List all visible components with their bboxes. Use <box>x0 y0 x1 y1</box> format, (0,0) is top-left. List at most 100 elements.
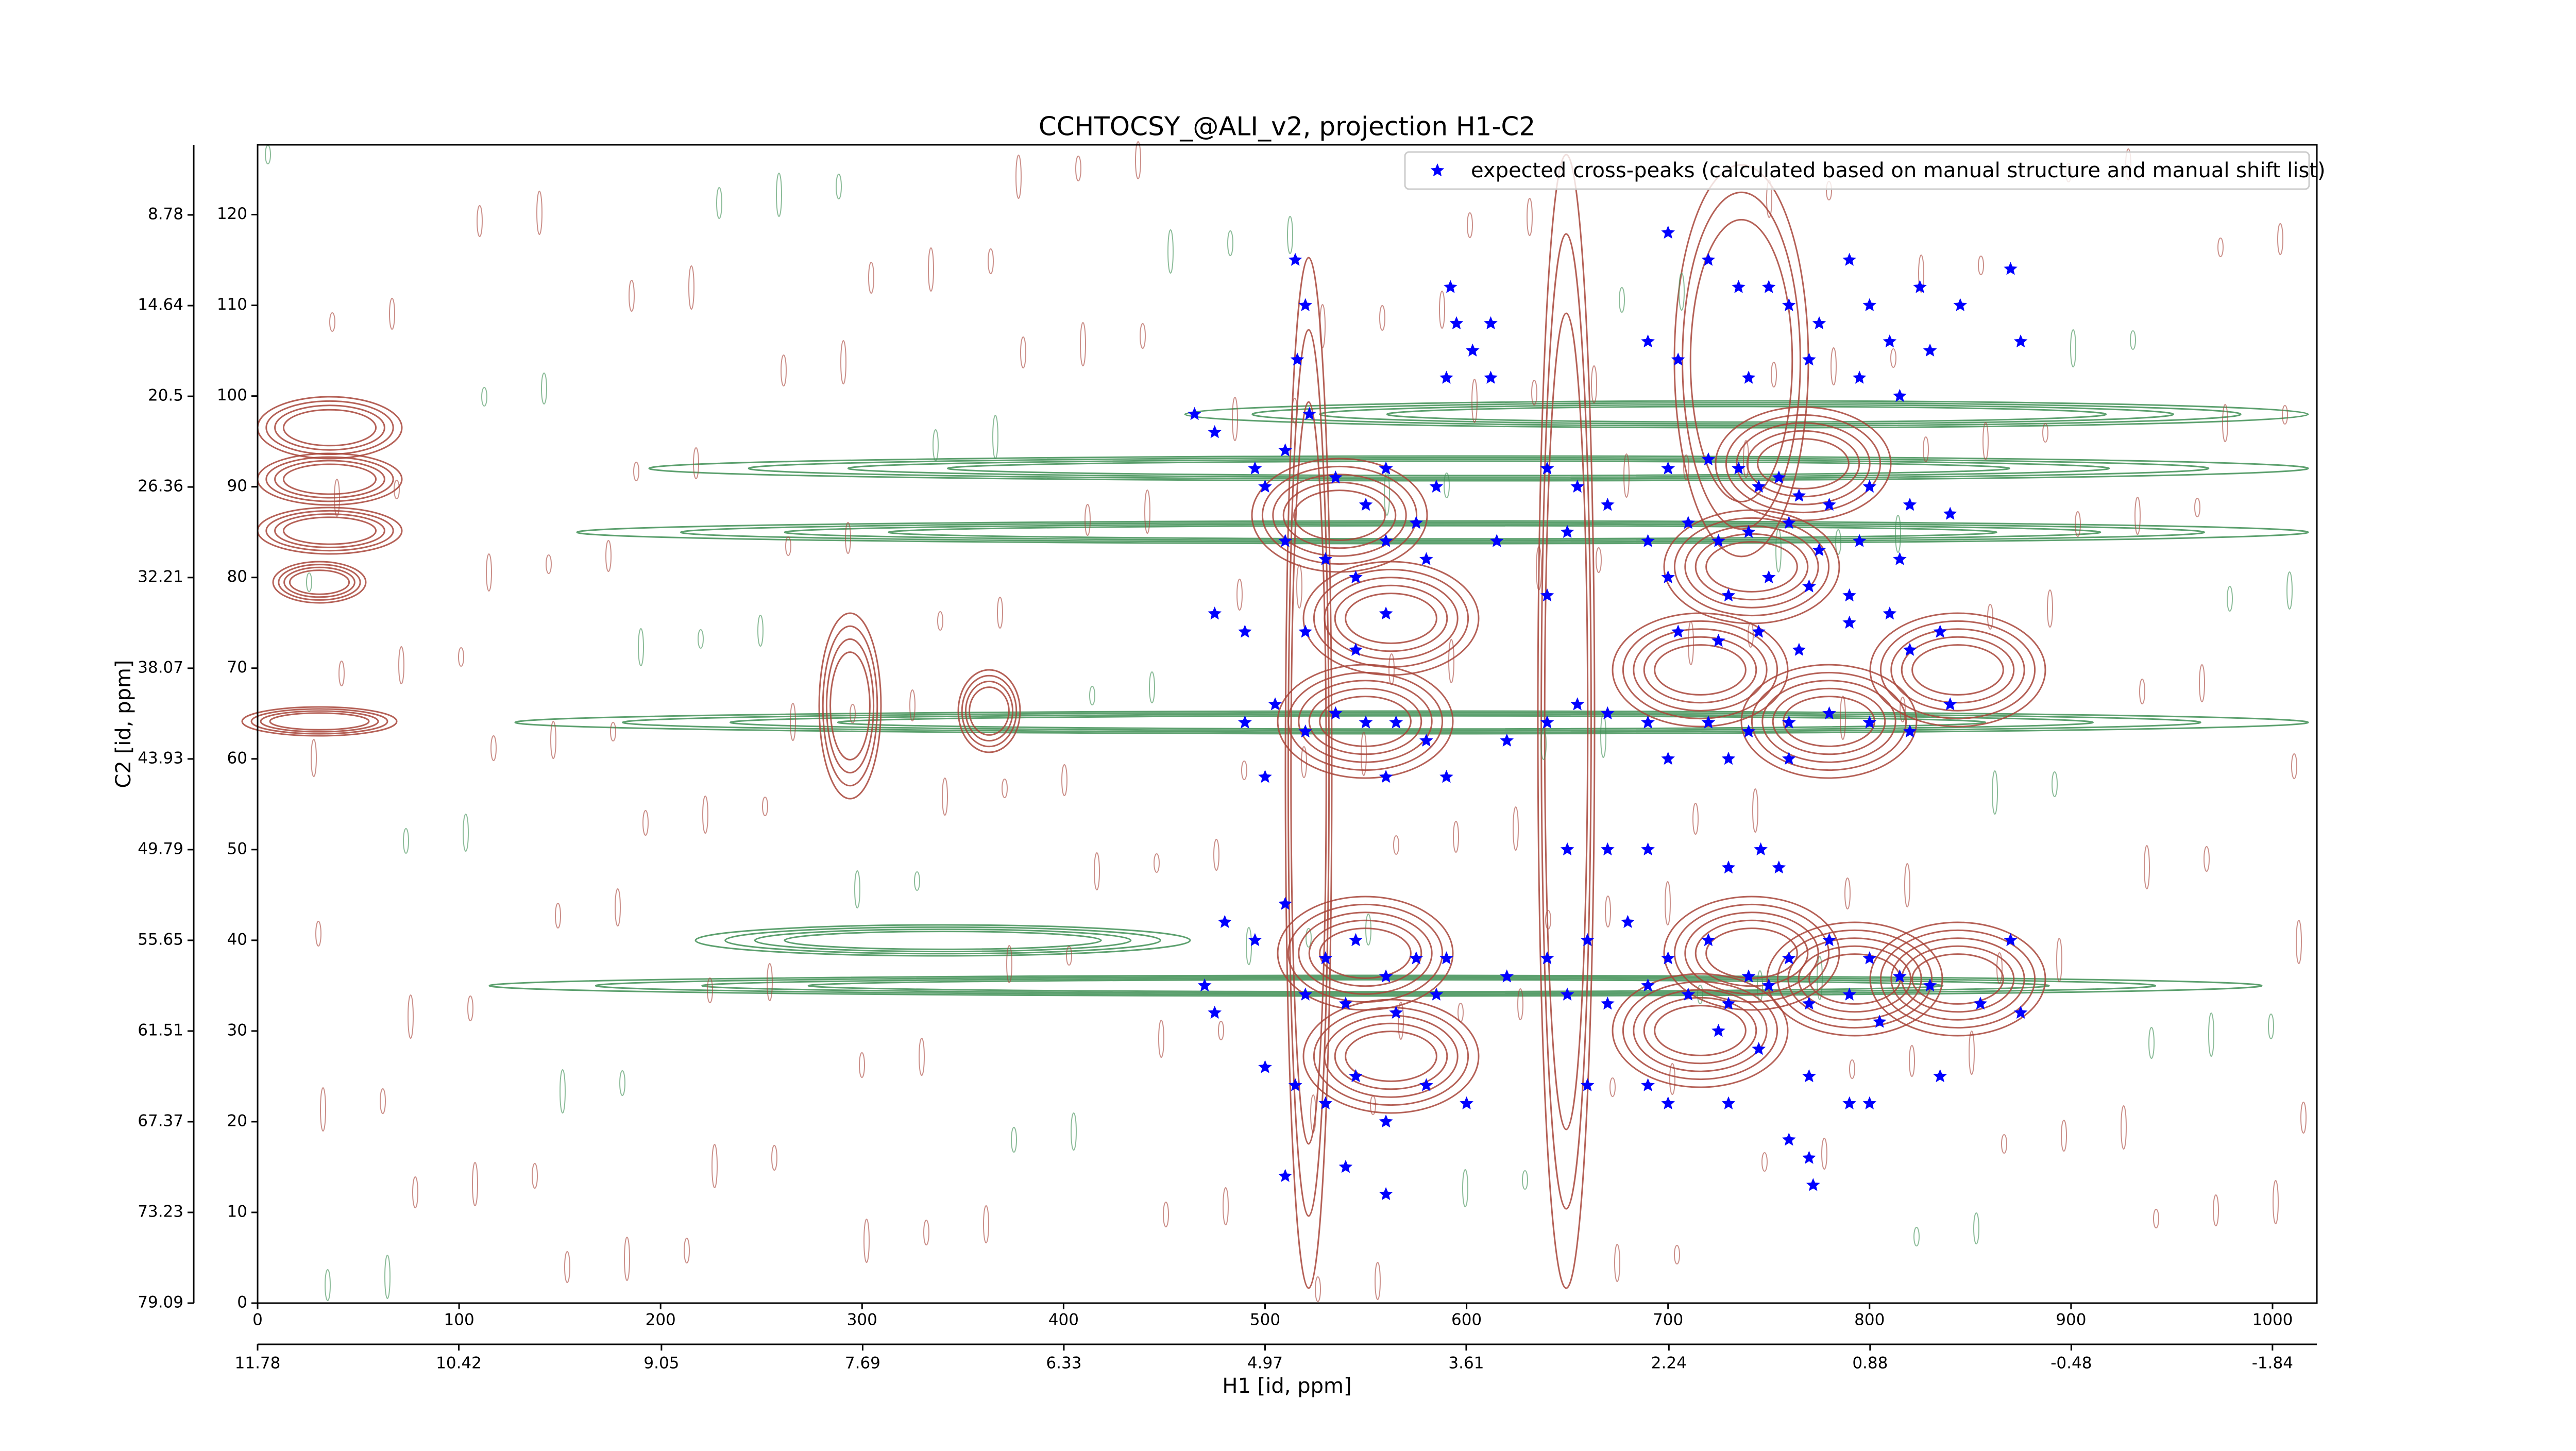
contour-speck <box>840 340 846 384</box>
contour-speck <box>486 553 492 592</box>
y-axis-label: C2 [id, ppm] <box>112 660 135 788</box>
y2-tick-label: 14.64 <box>138 296 183 314</box>
contour-speck <box>1844 878 1851 909</box>
contour-speck <box>919 1038 925 1076</box>
contour-red <box>1277 664 1454 779</box>
contour-speck <box>1591 365 1597 403</box>
cross-peak <box>1721 751 1736 765</box>
y-tick-label: 60 <box>227 749 247 767</box>
cross-peak <box>1681 516 1696 529</box>
cross-peak <box>1621 915 1635 928</box>
contour-red <box>1622 981 1778 1081</box>
contour-speck <box>1301 746 1307 778</box>
cross-peak <box>1893 389 1907 402</box>
contour-speck <box>334 479 340 517</box>
contour-speck <box>781 355 787 386</box>
contour-speck <box>1761 1152 1768 1172</box>
contours <box>241 141 2309 1302</box>
contour-red <box>282 463 377 495</box>
x2-tick-label: 3.61 <box>1448 1354 1484 1373</box>
contour-speck <box>605 540 612 572</box>
contour-speck <box>490 735 497 761</box>
cross-peak <box>1782 715 1796 729</box>
contour-speck <box>771 1145 777 1171</box>
x-tick-label: 300 <box>847 1311 877 1329</box>
contour-red <box>1654 644 1747 696</box>
contour-speck <box>2139 679 2145 704</box>
contour-speck <box>642 810 649 836</box>
contour-speck <box>707 977 713 1003</box>
contour-speck <box>942 778 948 816</box>
contour-speck <box>1071 1112 1077 1151</box>
contour-speck <box>836 174 842 199</box>
contour-speck <box>1241 761 1247 780</box>
contour-speck <box>716 187 722 219</box>
cross-peak <box>1806 1178 1820 1191</box>
cross-peak <box>1349 933 1363 947</box>
cross-peak <box>1208 1005 1222 1019</box>
contour-red <box>961 674 1018 748</box>
cross-peak <box>1792 643 1806 656</box>
cross-peak <box>1329 470 1343 484</box>
x-tick-label: 500 <box>1250 1311 1280 1329</box>
contour-speck <box>320 1087 326 1132</box>
cross-peak <box>1318 951 1333 965</box>
contour-speck <box>380 1088 386 1114</box>
contour-speck <box>546 554 552 574</box>
contour-speck <box>933 429 939 461</box>
contour-red <box>1633 989 1768 1072</box>
contour-speck <box>1471 379 1478 423</box>
contour-speck <box>1246 927 1252 965</box>
cross-peak <box>1570 697 1584 711</box>
contour-speck <box>1900 697 1906 722</box>
y2-tick-label: 43.93 <box>138 749 183 767</box>
contour-speck <box>1306 928 1312 948</box>
y2-tick-label: 32.21 <box>138 567 183 586</box>
contour-speck <box>1154 853 1160 873</box>
cross-peak <box>1923 978 1937 992</box>
contour-green <box>730 713 2094 732</box>
cross-peak <box>1721 588 1736 602</box>
contour-red <box>1890 937 2025 1021</box>
cross-peak <box>1349 570 1363 583</box>
contour-speck <box>550 721 556 759</box>
contour-speck <box>1890 348 1896 368</box>
contour-green <box>947 460 2010 477</box>
contour-red <box>1287 671 1444 771</box>
contour-speck <box>1084 504 1091 536</box>
contour-red <box>1622 620 1778 720</box>
contour-speck <box>2277 223 2283 255</box>
cross-peak <box>1943 697 1957 711</box>
cross-peak <box>1661 225 1675 239</box>
contour-green <box>694 924 1191 957</box>
cross-peak <box>1570 479 1584 493</box>
contour-speck <box>1771 362 1777 387</box>
cross-peak <box>1238 625 1252 638</box>
contour-speck <box>1545 910 1551 930</box>
contour-green <box>1251 402 2242 427</box>
x2-tick-label: 10.42 <box>436 1354 482 1373</box>
contour-speck <box>1669 1063 1675 1095</box>
contour-speck <box>1849 1059 1855 1079</box>
contour-speck <box>2148 1027 2155 1059</box>
contour-speck <box>1619 287 1625 313</box>
x-tick-label: 700 <box>1653 1311 1683 1329</box>
cross-peak <box>1466 343 1480 357</box>
cross-peak <box>1298 298 1312 311</box>
contour-green <box>576 520 2309 545</box>
contour-speck <box>859 1052 865 1078</box>
contour-red <box>957 669 1021 753</box>
cross-peak <box>1379 770 1393 783</box>
contour-speck <box>638 628 644 666</box>
y-tick-label: 100 <box>217 386 247 404</box>
cross-peak <box>1903 643 1917 656</box>
cross-peak <box>1893 552 1907 565</box>
contour-speck <box>1398 1002 1404 1040</box>
x2-tick-label: 9.05 <box>643 1354 679 1373</box>
contour-speck <box>1140 323 1146 349</box>
x2-tick-label: 2.24 <box>1651 1354 1687 1373</box>
contour-red <box>1540 233 1592 1210</box>
cross-peak <box>1540 588 1554 602</box>
contour-speck <box>1683 454 1689 480</box>
cross-peak <box>1923 343 1937 357</box>
